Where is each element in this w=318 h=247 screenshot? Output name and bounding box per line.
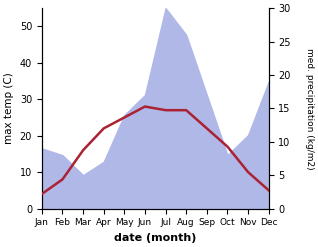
Y-axis label: med. precipitation (kg/m2): med. precipitation (kg/m2) (305, 48, 314, 169)
X-axis label: date (month): date (month) (114, 233, 197, 243)
Y-axis label: max temp (C): max temp (C) (4, 72, 14, 144)
